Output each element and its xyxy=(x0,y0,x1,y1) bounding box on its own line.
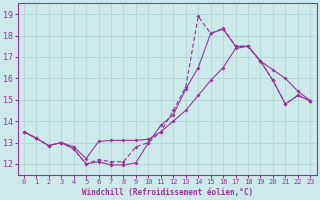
X-axis label: Windchill (Refroidissement éolien,°C): Windchill (Refroidissement éolien,°C) xyxy=(82,188,253,197)
